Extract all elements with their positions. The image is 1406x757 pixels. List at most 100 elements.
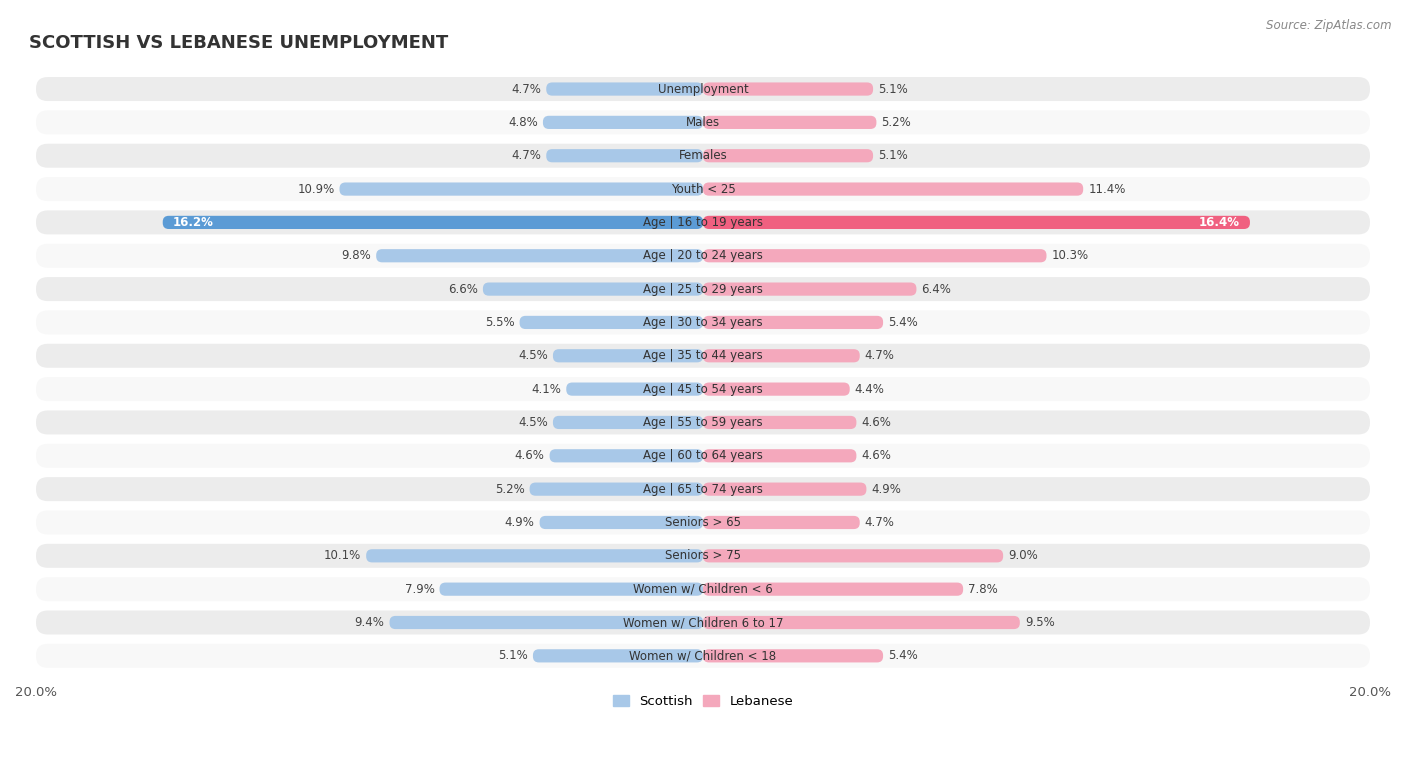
Legend: Scottish, Lebanese: Scottish, Lebanese: [607, 690, 799, 714]
Text: Seniors > 65: Seniors > 65: [665, 516, 741, 529]
FancyBboxPatch shape: [37, 544, 1369, 568]
FancyBboxPatch shape: [37, 244, 1369, 268]
Text: 5.1%: 5.1%: [879, 83, 908, 95]
FancyBboxPatch shape: [366, 550, 703, 562]
FancyBboxPatch shape: [37, 144, 1369, 168]
FancyBboxPatch shape: [703, 482, 866, 496]
FancyBboxPatch shape: [550, 449, 703, 463]
Text: Age | 20 to 24 years: Age | 20 to 24 years: [643, 249, 763, 262]
FancyBboxPatch shape: [703, 616, 1019, 629]
FancyBboxPatch shape: [37, 111, 1369, 135]
Text: 4.9%: 4.9%: [872, 483, 901, 496]
FancyBboxPatch shape: [547, 149, 703, 162]
Text: Seniors > 75: Seniors > 75: [665, 550, 741, 562]
FancyBboxPatch shape: [703, 382, 849, 396]
FancyBboxPatch shape: [37, 644, 1369, 668]
Text: 4.1%: 4.1%: [531, 382, 561, 396]
FancyBboxPatch shape: [520, 316, 703, 329]
FancyBboxPatch shape: [553, 416, 703, 429]
Text: 5.4%: 5.4%: [889, 650, 918, 662]
FancyBboxPatch shape: [37, 77, 1369, 101]
Text: Women w/ Children < 6: Women w/ Children < 6: [633, 583, 773, 596]
FancyBboxPatch shape: [703, 516, 859, 529]
Text: 6.6%: 6.6%: [449, 282, 478, 295]
Text: 10.9%: 10.9%: [297, 182, 335, 195]
Text: 9.5%: 9.5%: [1025, 616, 1054, 629]
Text: Age | 35 to 44 years: Age | 35 to 44 years: [643, 349, 763, 363]
Text: 7.9%: 7.9%: [405, 583, 434, 596]
Text: Age | 30 to 34 years: Age | 30 to 34 years: [643, 316, 763, 329]
Text: 4.9%: 4.9%: [505, 516, 534, 529]
FancyBboxPatch shape: [37, 610, 1369, 634]
Text: Age | 16 to 19 years: Age | 16 to 19 years: [643, 216, 763, 229]
Text: 11.4%: 11.4%: [1088, 182, 1126, 195]
FancyBboxPatch shape: [547, 83, 703, 95]
Text: SCOTTISH VS LEBANESE UNEMPLOYMENT: SCOTTISH VS LEBANESE UNEMPLOYMENT: [30, 34, 449, 52]
FancyBboxPatch shape: [703, 316, 883, 329]
Text: 4.7%: 4.7%: [865, 349, 894, 363]
FancyBboxPatch shape: [703, 182, 1083, 195]
Text: 5.2%: 5.2%: [495, 483, 524, 496]
Text: Age | 45 to 54 years: Age | 45 to 54 years: [643, 382, 763, 396]
FancyBboxPatch shape: [163, 216, 703, 229]
Text: Youth < 25: Youth < 25: [671, 182, 735, 195]
FancyBboxPatch shape: [703, 216, 1250, 229]
Text: 7.8%: 7.8%: [969, 583, 998, 596]
Text: 4.7%: 4.7%: [512, 149, 541, 162]
Text: Source: ZipAtlas.com: Source: ZipAtlas.com: [1267, 19, 1392, 32]
FancyBboxPatch shape: [540, 516, 703, 529]
FancyBboxPatch shape: [37, 410, 1369, 435]
FancyBboxPatch shape: [703, 116, 876, 129]
Text: 5.4%: 5.4%: [889, 316, 918, 329]
FancyBboxPatch shape: [37, 310, 1369, 335]
Text: 4.4%: 4.4%: [855, 382, 884, 396]
FancyBboxPatch shape: [389, 616, 703, 629]
Text: Women w/ Children 6 to 17: Women w/ Children 6 to 17: [623, 616, 783, 629]
Text: 4.7%: 4.7%: [512, 83, 541, 95]
FancyBboxPatch shape: [703, 282, 917, 296]
FancyBboxPatch shape: [703, 149, 873, 162]
FancyBboxPatch shape: [703, 650, 883, 662]
Text: Age | 25 to 29 years: Age | 25 to 29 years: [643, 282, 763, 295]
Text: 9.4%: 9.4%: [354, 616, 384, 629]
Text: 9.8%: 9.8%: [342, 249, 371, 262]
FancyBboxPatch shape: [703, 83, 873, 95]
FancyBboxPatch shape: [37, 377, 1369, 401]
FancyBboxPatch shape: [703, 583, 963, 596]
FancyBboxPatch shape: [377, 249, 703, 263]
FancyBboxPatch shape: [530, 482, 703, 496]
FancyBboxPatch shape: [553, 349, 703, 363]
Text: 16.2%: 16.2%: [173, 216, 214, 229]
Text: 4.6%: 4.6%: [515, 450, 544, 463]
FancyBboxPatch shape: [37, 177, 1369, 201]
FancyBboxPatch shape: [37, 577, 1369, 601]
FancyBboxPatch shape: [703, 349, 859, 363]
FancyBboxPatch shape: [703, 550, 1002, 562]
Text: 4.7%: 4.7%: [865, 516, 894, 529]
FancyBboxPatch shape: [440, 583, 703, 596]
Text: Males: Males: [686, 116, 720, 129]
FancyBboxPatch shape: [37, 344, 1369, 368]
Text: 4.5%: 4.5%: [519, 416, 548, 429]
FancyBboxPatch shape: [703, 249, 1046, 263]
Text: 5.1%: 5.1%: [498, 650, 527, 662]
Text: 4.8%: 4.8%: [508, 116, 538, 129]
Text: 10.3%: 10.3%: [1052, 249, 1088, 262]
Text: 4.5%: 4.5%: [519, 349, 548, 363]
FancyBboxPatch shape: [703, 416, 856, 429]
FancyBboxPatch shape: [567, 382, 703, 396]
FancyBboxPatch shape: [543, 116, 703, 129]
FancyBboxPatch shape: [37, 510, 1369, 534]
Text: Women w/ Children < 18: Women w/ Children < 18: [630, 650, 776, 662]
Text: 4.6%: 4.6%: [862, 416, 891, 429]
FancyBboxPatch shape: [703, 449, 856, 463]
FancyBboxPatch shape: [482, 282, 703, 296]
FancyBboxPatch shape: [339, 182, 703, 195]
FancyBboxPatch shape: [533, 650, 703, 662]
FancyBboxPatch shape: [37, 477, 1369, 501]
Text: 16.4%: 16.4%: [1199, 216, 1240, 229]
FancyBboxPatch shape: [37, 277, 1369, 301]
Text: Age | 60 to 64 years: Age | 60 to 64 years: [643, 450, 763, 463]
Text: 5.5%: 5.5%: [485, 316, 515, 329]
FancyBboxPatch shape: [37, 444, 1369, 468]
